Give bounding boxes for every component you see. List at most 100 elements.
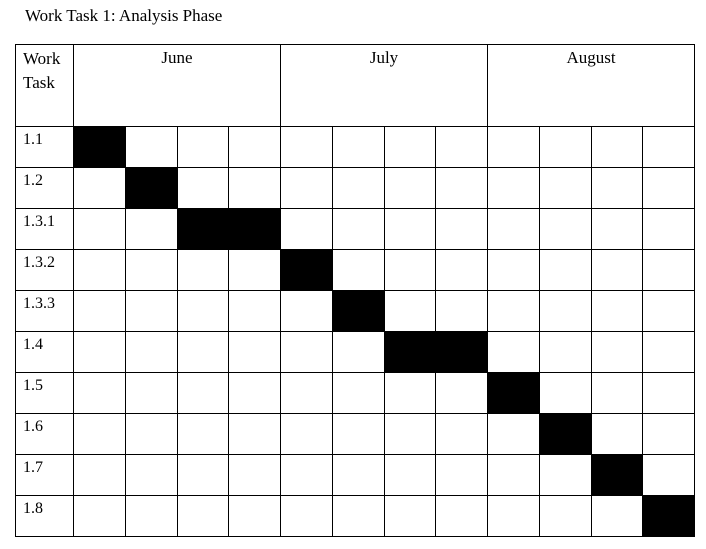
task-row: 1.2 — [15, 167, 695, 209]
schedule-empty-cell — [280, 126, 333, 168]
schedule-empty-cell — [590, 413, 644, 455]
schedule-empty-cell — [228, 413, 281, 455]
task-row: 1.3.3 — [15, 290, 695, 332]
task-row: 1.5 — [15, 372, 695, 414]
schedule-empty-cell — [280, 413, 333, 455]
schedule-empty-cell — [228, 331, 281, 373]
gantt-chart-table: Work Task June July August 1.1 1.2 1.3.1 1.… — [15, 44, 695, 537]
task-id-label: 1.4 — [15, 331, 74, 373]
schedule-empty-cell — [73, 331, 126, 373]
schedule-empty-cell — [487, 249, 540, 291]
schedule-empty-cell — [435, 126, 488, 168]
schedule-empty-cell — [435, 167, 488, 209]
schedule-empty-cell — [124, 495, 178, 537]
schedule-empty-cell — [176, 126, 230, 168]
task-row: 1.7 — [15, 454, 695, 496]
task-id-label: 1.6 — [15, 413, 74, 455]
schedule-empty-cell — [331, 249, 385, 291]
schedule-empty-cell — [538, 331, 592, 373]
schedule-empty-cell — [176, 249, 230, 291]
schedule-empty-cell — [383, 126, 437, 168]
work-task-header-line2: Task — [23, 73, 55, 92]
task-id-label: 1.1 — [15, 126, 74, 168]
schedule-empty-cell — [538, 208, 592, 250]
schedule-empty-cell — [538, 372, 592, 414]
schedule-empty-cell — [538, 454, 592, 496]
schedule-empty-cell — [228, 126, 281, 168]
schedule-empty-cell — [435, 208, 488, 250]
schedule-empty-cell — [487, 495, 540, 537]
task-id-label: 1.3.2 — [15, 249, 74, 291]
schedule-empty-cell — [124, 331, 178, 373]
schedule-empty-cell — [590, 249, 644, 291]
schedule-empty-cell — [590, 167, 644, 209]
schedule-empty-cell — [280, 454, 333, 496]
schedule-empty-cell — [124, 454, 178, 496]
schedule-empty-cell — [435, 413, 488, 455]
work-task-header-line1: Work — [23, 49, 61, 68]
schedule-empty-cell — [228, 249, 281, 291]
schedule-empty-cell — [435, 249, 488, 291]
schedule-bar-cell — [124, 167, 178, 209]
header-row: Work Task June July August — [15, 44, 695, 127]
schedule-empty-cell — [73, 290, 126, 332]
schedule-empty-cell — [383, 495, 437, 537]
schedule-empty-cell — [73, 249, 126, 291]
schedule-empty-cell — [642, 413, 695, 455]
schedule-empty-cell — [642, 454, 695, 496]
task-row: 1.6 — [15, 413, 695, 455]
schedule-empty-cell — [383, 454, 437, 496]
schedule-empty-cell — [538, 290, 592, 332]
schedule-empty-cell — [280, 372, 333, 414]
schedule-empty-cell — [590, 331, 644, 373]
task-row: 1.1 — [15, 126, 695, 168]
schedule-empty-cell — [73, 495, 126, 537]
schedule-empty-cell — [487, 208, 540, 250]
task-id-label: 1.3.3 — [15, 290, 74, 332]
schedule-empty-cell — [280, 495, 333, 537]
task-row: 1.3.1 — [15, 208, 695, 250]
task-id-label: 1.2 — [15, 167, 74, 209]
schedule-empty-cell — [538, 495, 592, 537]
schedule-empty-cell — [331, 331, 385, 373]
month-header-august: August — [487, 44, 695, 127]
schedule-empty-cell — [331, 495, 385, 537]
schedule-empty-cell — [435, 454, 488, 496]
schedule-empty-cell — [124, 413, 178, 455]
schedule-empty-cell — [176, 454, 230, 496]
task-row: 1.4 — [15, 331, 695, 373]
schedule-empty-cell — [176, 372, 230, 414]
task-id-label: 1.5 — [15, 372, 74, 414]
schedule-bar-cell — [590, 454, 644, 496]
schedule-empty-cell — [176, 413, 230, 455]
schedule-empty-cell — [487, 454, 540, 496]
schedule-empty-cell — [642, 126, 695, 168]
schedule-bar-cell — [642, 495, 695, 537]
schedule-empty-cell — [331, 372, 385, 414]
schedule-empty-cell — [487, 290, 540, 332]
month-header-july: July — [280, 44, 488, 127]
schedule-empty-cell — [590, 372, 644, 414]
schedule-empty-cell — [73, 454, 126, 496]
schedule-bar-cell — [383, 331, 437, 373]
schedule-empty-cell — [642, 167, 695, 209]
schedule-empty-cell — [487, 167, 540, 209]
schedule-empty-cell — [176, 331, 230, 373]
schedule-empty-cell — [73, 208, 126, 250]
schedule-empty-cell — [642, 290, 695, 332]
schedule-empty-cell — [228, 454, 281, 496]
schedule-empty-cell — [383, 413, 437, 455]
schedule-empty-cell — [124, 372, 178, 414]
schedule-empty-cell — [280, 167, 333, 209]
schedule-bar-cell — [538, 413, 592, 455]
schedule-bar-cell — [280, 249, 333, 291]
schedule-empty-cell — [590, 495, 644, 537]
task-id-label: 1.8 — [15, 495, 74, 537]
schedule-empty-cell — [642, 249, 695, 291]
schedule-empty-cell — [487, 413, 540, 455]
schedule-empty-cell — [124, 290, 178, 332]
schedule-empty-cell — [124, 126, 178, 168]
schedule-empty-cell — [331, 167, 385, 209]
schedule-empty-cell — [228, 167, 281, 209]
schedule-empty-cell — [124, 208, 178, 250]
